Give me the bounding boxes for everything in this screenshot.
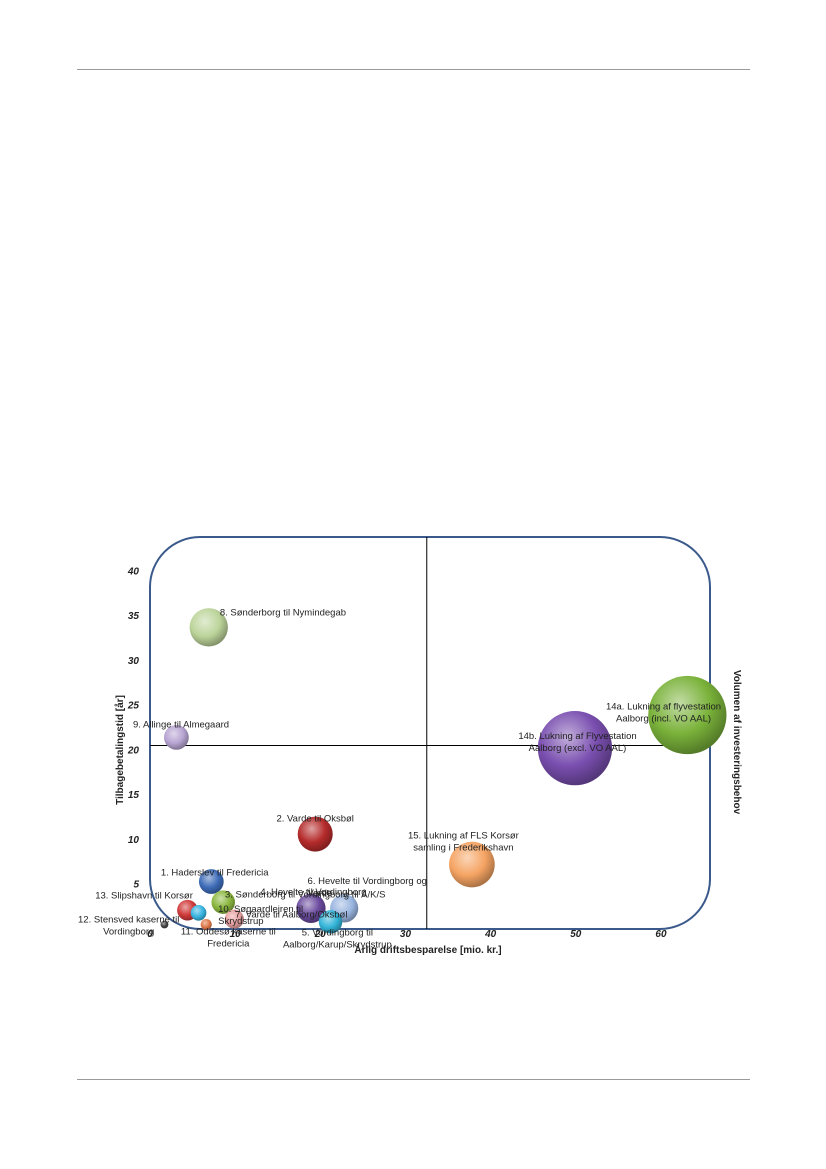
bubble-label: 5. Vordingborg til Aalborg/Karup/Skrydstr…: [283, 927, 392, 950]
bubble-label-line: 13. Slipshavn til Korsør: [95, 891, 193, 902]
bubble-label: 14a. Lukning af flyvestation Aalborg (inc…: [606, 702, 721, 725]
header-rule: [77, 69, 750, 70]
x-tick-label: 60: [655, 929, 667, 940]
bubble-label: 9. Allinge til Almegaard: [133, 720, 229, 731]
bubble: [200, 918, 212, 931]
x-axis-ticks: 0 10 20 30 40 50 60: [147, 929, 667, 940]
bubble-label: 7. Varde til Aalborg/Oksbøl: [235, 909, 347, 920]
bubble-label-line: 2. Varde til Oksbøl: [276, 814, 353, 825]
x-tick-label: 0: [147, 929, 153, 940]
bubble-label-line: 10. Søgaardlejren til: [218, 904, 303, 915]
bubble-label-line: 11. Oddesø kaserne til: [181, 926, 276, 937]
bubble: [211, 890, 235, 914]
bubble-label: 4. Hevelte til Vordingborg: [260, 887, 366, 898]
y-tick-label: 40: [127, 566, 140, 577]
y-tick-label: 35: [128, 611, 140, 622]
bubble-label-line: 14a. Lukning af flyvestation: [606, 702, 721, 713]
bubble-label: 2. Varde til Oksbøl: [276, 814, 353, 825]
x-tick-label: 30: [400, 929, 412, 940]
y-tick-label: 30: [128, 656, 140, 667]
bubble-label: 10. Søgaardlejren til Skrydstrup: [218, 904, 303, 927]
bubble-label-line: 3. Sønderborg til Vordingborg til Å/K/S: [225, 890, 386, 901]
y-tick-label: 15: [128, 790, 140, 801]
bubble-label: 3. Sønderborg til Vordingborg til Å/K/S: [225, 890, 386, 901]
bubble-label-line: Vordingborg: [103, 927, 154, 938]
bubble: [296, 893, 326, 924]
y-axis-title: Tilbagebetalingstid [år]: [114, 695, 126, 805]
bubble-label-line: Aalborg (incl. VO AAL): [616, 714, 711, 725]
bubble-label-line: Varde: [308, 888, 333, 899]
x-tick-label: 10: [230, 929, 242, 940]
footer-rule: [77, 1079, 750, 1080]
x-axis-title: Årlig driftsbesparelse [mio. kr.]: [354, 943, 501, 956]
bubble-label: 1. Haderslev til Fredericia: [161, 867, 269, 878]
y-tick-label: 20: [127, 745, 140, 756]
bubble-label-line: 8. Sønderborg til Nymindegab: [220, 608, 346, 619]
bubble-label: 14b. Lukning af Flyvestation Aalborg (exc…: [518, 731, 636, 754]
y-tick-label: 10: [128, 835, 140, 846]
bubble-labels: 1. Haderslev til Fredericia 2. Varde til …: [78, 608, 721, 951]
bubble-label: 12. Stensved kaserne til Vordingborg: [78, 915, 179, 938]
bubbles: [160, 608, 727, 934]
bubble-label: 13. Slipshavn til Korsør: [95, 891, 193, 902]
bubble-label-line: samling i Frederikshavn: [413, 843, 513, 854]
bubble-label-line: Aalborg (excl. VO AAL): [529, 743, 627, 754]
bubble: [318, 910, 343, 934]
bubble: [160, 920, 169, 929]
bubble: [198, 869, 224, 894]
y-tick-label: 5: [133, 880, 139, 891]
x-tick-label: 50: [570, 929, 582, 940]
bubble-label-line: 9. Allinge til Almegaard: [133, 720, 229, 731]
bubble: [164, 725, 189, 750]
bubble: [449, 841, 495, 888]
bubble: [224, 909, 244, 929]
bubble-label: 15. Lukning af FLS Korsør samling i Frede…: [408, 831, 519, 854]
bubble-label-line: Fredericia: [207, 938, 250, 949]
bubble-label-line: Skrydstrup: [218, 916, 263, 927]
y-tick-label: 25: [127, 701, 140, 712]
bubble-label-line: 14b. Lukning af Flyvestation: [518, 731, 636, 742]
bubble-label-line: 7. Varde til Aalborg/Oksbøl: [235, 909, 347, 920]
bubble-label-line: 5. Vordingborg til: [302, 927, 373, 938]
bubble-label-line: 6. Hevelte til Vordingborg og: [308, 876, 427, 887]
bubble-label: 11. Oddesø kaserne til Fredericia: [181, 926, 276, 949]
bubble-label: 8. Sønderborg til Nymindegab: [220, 608, 346, 619]
bubble: [190, 905, 207, 921]
bubble-label: 6. Hevelte til Vordingborg og Varde: [308, 876, 427, 899]
x-tick-label: 20: [314, 929, 327, 940]
bubble: [537, 711, 613, 786]
size-axis-title: Volumen af investeringsbehov: [731, 670, 742, 815]
bubble: [297, 816, 333, 852]
bubble-label-line: 15. Lukning af FLS Korsør: [408, 831, 519, 842]
bubble-label-line: Aalborg/Karup/Skrydstrup: [283, 939, 392, 950]
x-tick-label: 40: [484, 929, 497, 940]
bubble-label-line: 1. Haderslev til Fredericia: [161, 867, 269, 878]
y-axis-ticks: 5 10 15 20 25 30 35 40: [127, 566, 140, 890]
bubble: [189, 608, 228, 647]
bubble-label-line: 12. Stensved kaserne til: [78, 915, 179, 926]
bubble: [648, 675, 727, 755]
bubble-label-line: 4. Hevelte til Vordingborg: [260, 887, 366, 898]
